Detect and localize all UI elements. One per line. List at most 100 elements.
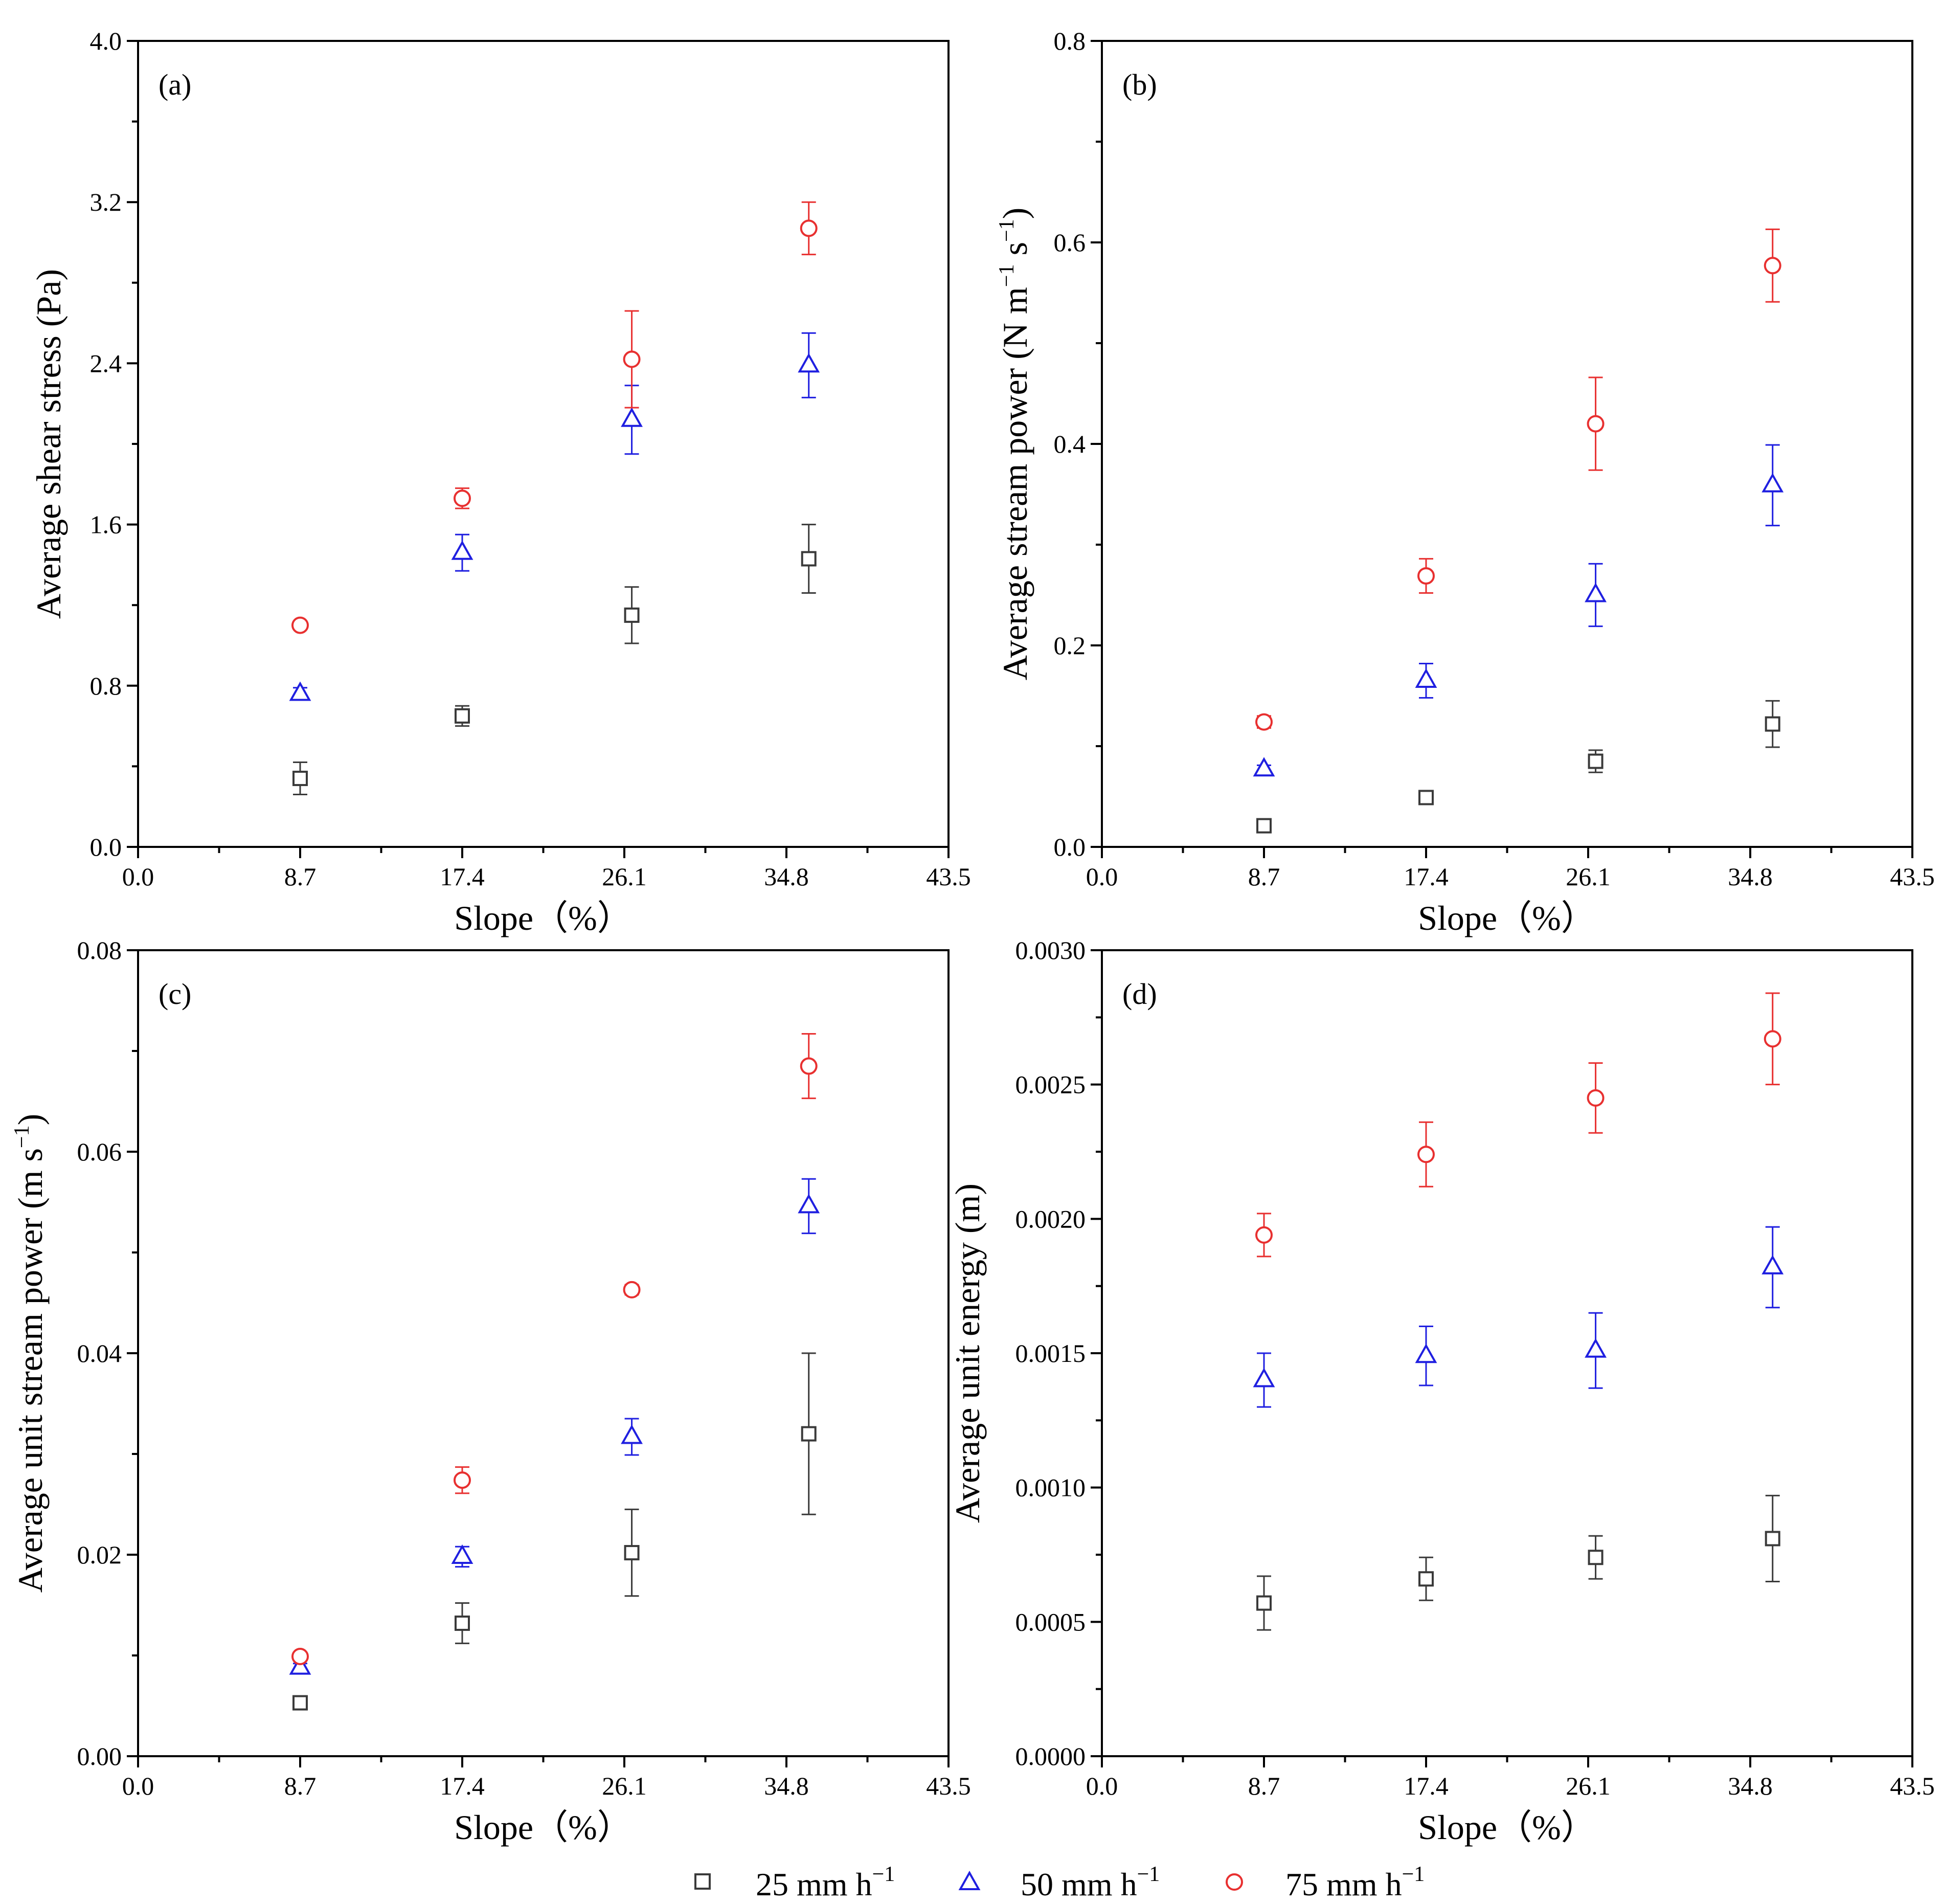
point-circle	[454, 489, 471, 507]
point-square	[455, 708, 470, 724]
legend-label-25-sup: −1	[872, 1863, 895, 1886]
point-square	[1588, 1550, 1604, 1565]
point-circle	[800, 219, 818, 237]
point-triangle	[1253, 757, 1275, 777]
panel-b-label: (b)	[1122, 68, 1157, 101]
x-tick-label: 26.1	[1566, 862, 1611, 891]
point-triangle	[451, 1544, 473, 1564]
legend: 25 mm h−1 50 mm h−1 75 mm h−1	[694, 1863, 1425, 1902]
y-tick-label: 0.0	[1054, 833, 1086, 861]
y-tick-label: 0.0025	[1015, 1070, 1086, 1099]
x-tick-label: 43.5	[926, 862, 971, 891]
point-circle	[1417, 1146, 1435, 1163]
x-tick-label: 43.5	[926, 1772, 971, 1800]
point-circle	[291, 616, 309, 634]
legend-label-50-sup: −1	[1137, 1863, 1160, 1886]
legend-item-75: 75 mm h−1	[1226, 1863, 1425, 1902]
y-tick-label: 0.04	[77, 1339, 122, 1368]
y-tick-label: 0.8	[90, 671, 122, 700]
point-square	[801, 1426, 817, 1442]
panel-c-ylabel: Average unit stream power (m s−1)	[10, 1114, 50, 1593]
point-square	[292, 1695, 308, 1711]
panel-d-label: (d)	[1122, 977, 1157, 1011]
y-tick-label: 0.2	[1054, 631, 1086, 660]
y-tick-label: 0.02	[77, 1540, 122, 1569]
point-square	[1418, 1571, 1434, 1587]
panel-b-marks	[1253, 228, 1784, 834]
y-tick-label: 0.0015	[1015, 1339, 1086, 1368]
y-tick-label: 2.4	[90, 349, 122, 377]
x-tick-label: 34.8	[764, 1772, 809, 1800]
point-triangle	[1585, 1338, 1607, 1358]
panel-d-xlabel: Slope（%）	[1418, 1808, 1596, 1847]
point-triangle	[621, 407, 643, 427]
panel-c-marks	[289, 1033, 820, 1711]
point-square	[1765, 1531, 1780, 1547]
panel-c: 0.0 8.7 17.4 26.1 34.8 43.5 0.00 0.02 0.04 0.06 0.…	[10, 936, 971, 1847]
point-square	[292, 771, 308, 787]
point-triangle	[1415, 1343, 1437, 1363]
y-tick-label: 0.0030	[1015, 936, 1086, 965]
y-tick-label: 0.4	[1054, 430, 1086, 458]
legend-label-25: 25 mm h−1	[756, 1863, 895, 1902]
panel-c-ylabel-part: Average unit stream power (m s	[11, 1148, 50, 1593]
point-square	[1256, 1595, 1272, 1611]
legend-square-marker	[694, 1873, 711, 1890]
point-square	[1418, 790, 1434, 805]
panel-b-ylabel-part: s	[996, 242, 1034, 264]
legend-label-75: 75 mm h−1	[1285, 1863, 1425, 1902]
x-tick-label: 26.1	[602, 1772, 647, 1800]
point-square	[624, 1545, 640, 1561]
point-circle	[454, 1471, 471, 1489]
point-circle	[1255, 1226, 1273, 1244]
point-circle	[623, 350, 641, 368]
point-circle	[1764, 257, 1781, 275]
panel-c-label: (c)	[159, 977, 191, 1011]
panel-a-frame	[137, 40, 950, 848]
panel-b-ticks: 0.0 8.7 17.4 26.1 34.8 43.5 0.0 0.2 0.4 0.6 0.8	[1054, 27, 1935, 891]
x-tick-label: 17.4	[440, 1772, 485, 1800]
point-square	[1765, 716, 1780, 732]
point-circle	[1587, 415, 1605, 433]
y-tick-label: 0.0010	[1015, 1473, 1086, 1502]
legend-label-50-text: 50 mm h	[1021, 1866, 1137, 1902]
point-triangle	[289, 681, 311, 701]
point-square	[1588, 753, 1604, 769]
y-tick-label: 0.0	[90, 833, 122, 861]
legend-item-50: 50 mm h−1	[958, 1863, 1160, 1902]
panel-b-ylabel-sup: −1	[995, 219, 1019, 242]
point-circle	[291, 1647, 309, 1665]
panel-c-ticks: 0.0 8.7 17.4 26.1 34.8 43.5 0.00 0.02 0.04 0.06 0.…	[77, 936, 971, 1800]
point-triangle	[1762, 1255, 1784, 1274]
point-circle	[1255, 713, 1273, 731]
panel-a-ticks: 0.0 8.7 17.4 26.1 34.8 43.5 0.0 0.8 1.6 2.4 3.2 4.0	[90, 27, 971, 891]
point-circle	[623, 1281, 641, 1298]
legend-triangle-marker	[958, 1870, 981, 1890]
panel-b-ylabel-sup: −1	[995, 264, 1019, 287]
point-triangle	[1253, 1368, 1275, 1387]
panel-a-marks	[289, 201, 820, 796]
panel-b: 0.0 8.7 17.4 26.1 34.8 43.5 0.0 0.2 0.4 0.6 0.8 (b…	[995, 27, 1935, 937]
legend-label-75-sup: −1	[1402, 1863, 1425, 1886]
panel-b-ylabel-part: )	[996, 208, 1034, 219]
x-tick-label: 0.0	[1086, 862, 1118, 891]
x-tick-label: 0.0	[122, 862, 154, 891]
legend-label-25-text: 25 mm h	[756, 1866, 872, 1902]
point-triangle	[1762, 473, 1784, 492]
point-triangle	[798, 353, 820, 373]
panel-d: 0.0 8.7 17.4 26.1 34.8 43.5 0.0000 0.0005 0.0010…	[948, 936, 1935, 1847]
x-tick-label: 26.1	[1566, 1772, 1611, 1800]
point-triangle	[1585, 583, 1607, 602]
panel-b-ylabel-part: Average stream power (N m	[996, 287, 1034, 680]
x-tick-label: 17.4	[440, 862, 485, 891]
panel-c-xlabel: Slope（%）	[454, 1808, 632, 1847]
point-triangle	[1415, 668, 1437, 688]
point-circle	[1587, 1089, 1605, 1107]
y-tick-label: 0.8	[1054, 27, 1086, 55]
x-tick-label: 34.8	[764, 862, 809, 891]
x-tick-label: 34.8	[1728, 1772, 1773, 1800]
legend-label-50: 50 mm h−1	[1021, 1863, 1160, 1902]
panel-a-xlabel: Slope（%）	[454, 899, 632, 937]
panel-d-marks	[1253, 992, 1784, 1631]
panel-b-xlabel: Slope（%）	[1418, 899, 1596, 937]
